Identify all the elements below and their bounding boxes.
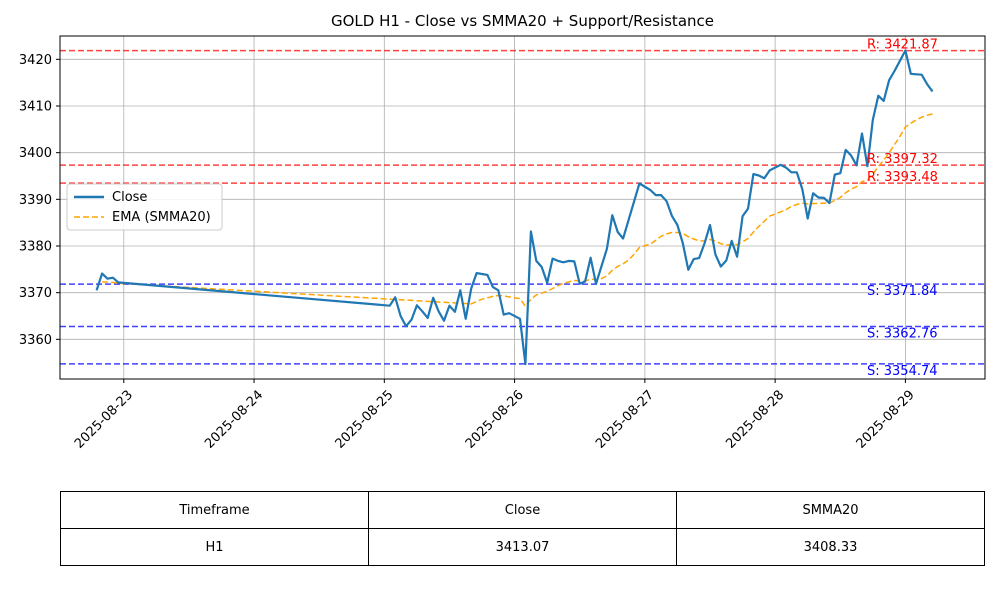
series-lines <box>95 49 934 366</box>
table-header-cell: Close <box>368 491 677 529</box>
x-tick-label: 2025-08-23 <box>72 388 136 452</box>
smma20-line <box>102 113 933 307</box>
resistance-label: R: 3393.48 <box>867 170 938 185</box>
table-row: H1 3413.07 3408.33 <box>60 528 985 566</box>
y-tick-label: 3380 <box>19 240 52 255</box>
y-tick-label: 3370 <box>19 286 52 301</box>
plot-frame <box>59 35 986 380</box>
y-tick-label: 3420 <box>19 53 52 68</box>
y-axis-ticks: 3360 3370 3380 3390 3400 3410 3420 <box>19 53 60 348</box>
table-header-row: Timeframe Close SMMA20 <box>60 491 985 529</box>
legend-smma-label: EMA (SMMA20) <box>112 210 211 225</box>
x-tick-label: 2025-08-27 <box>593 388 657 452</box>
table-cell-timeframe: H1 <box>60 528 369 566</box>
y-tick-label: 3360 <box>19 333 52 348</box>
legend: Close EMA (SMMA20) <box>66 183 223 231</box>
y-tick-label: 3390 <box>19 193 52 208</box>
x-tick-label: 2025-08-29 <box>854 388 918 452</box>
close-line <box>95 49 934 366</box>
y-tick-label: 3410 <box>19 100 52 115</box>
resistance-label: R: 3397.32 <box>867 152 938 167</box>
table-cell-smma20: 3408.33 <box>676 528 985 566</box>
x-axis-ticks: 2025-08-23 2025-08-24 2025-08-25 2025-08-26… <box>72 379 918 452</box>
x-tick-label: 2025-08-28 <box>723 388 787 452</box>
support-resistance-lines <box>60 49 985 365</box>
chart-canvas: R: 3421.87 R: 3397.32 R: 3393.48 S: 3371.84… <box>19 35 986 452</box>
x-tick-label: 2025-08-26 <box>463 388 527 452</box>
summary-table: Timeframe Close SMMA20 H1 3413.07 3408.3… <box>60 491 985 566</box>
y-tick-label: 3400 <box>19 146 52 161</box>
chart-title: GOLD H1 - Close vs SMMA20 + Support/Resi… <box>330 12 714 30</box>
resistance-label: R: 3421.87 <box>867 38 938 53</box>
support-label: S: 3371.84 <box>867 284 938 299</box>
legend-close-label: Close <box>112 190 147 205</box>
level-labels: R: 3421.87 R: 3397.32 R: 3393.48 S: 3371.84… <box>867 38 938 379</box>
table-header-cell: SMMA20 <box>676 491 985 529</box>
table-cell-close: 3413.07 <box>368 528 677 566</box>
support-label: S: 3354.74 <box>867 364 938 379</box>
legend-box <box>66 183 223 231</box>
x-tick-label: 2025-08-24 <box>202 388 266 452</box>
support-label: S: 3362.76 <box>867 326 938 341</box>
x-tick-label: 2025-08-25 <box>333 388 397 452</box>
table-header-cell: Timeframe <box>60 491 369 529</box>
